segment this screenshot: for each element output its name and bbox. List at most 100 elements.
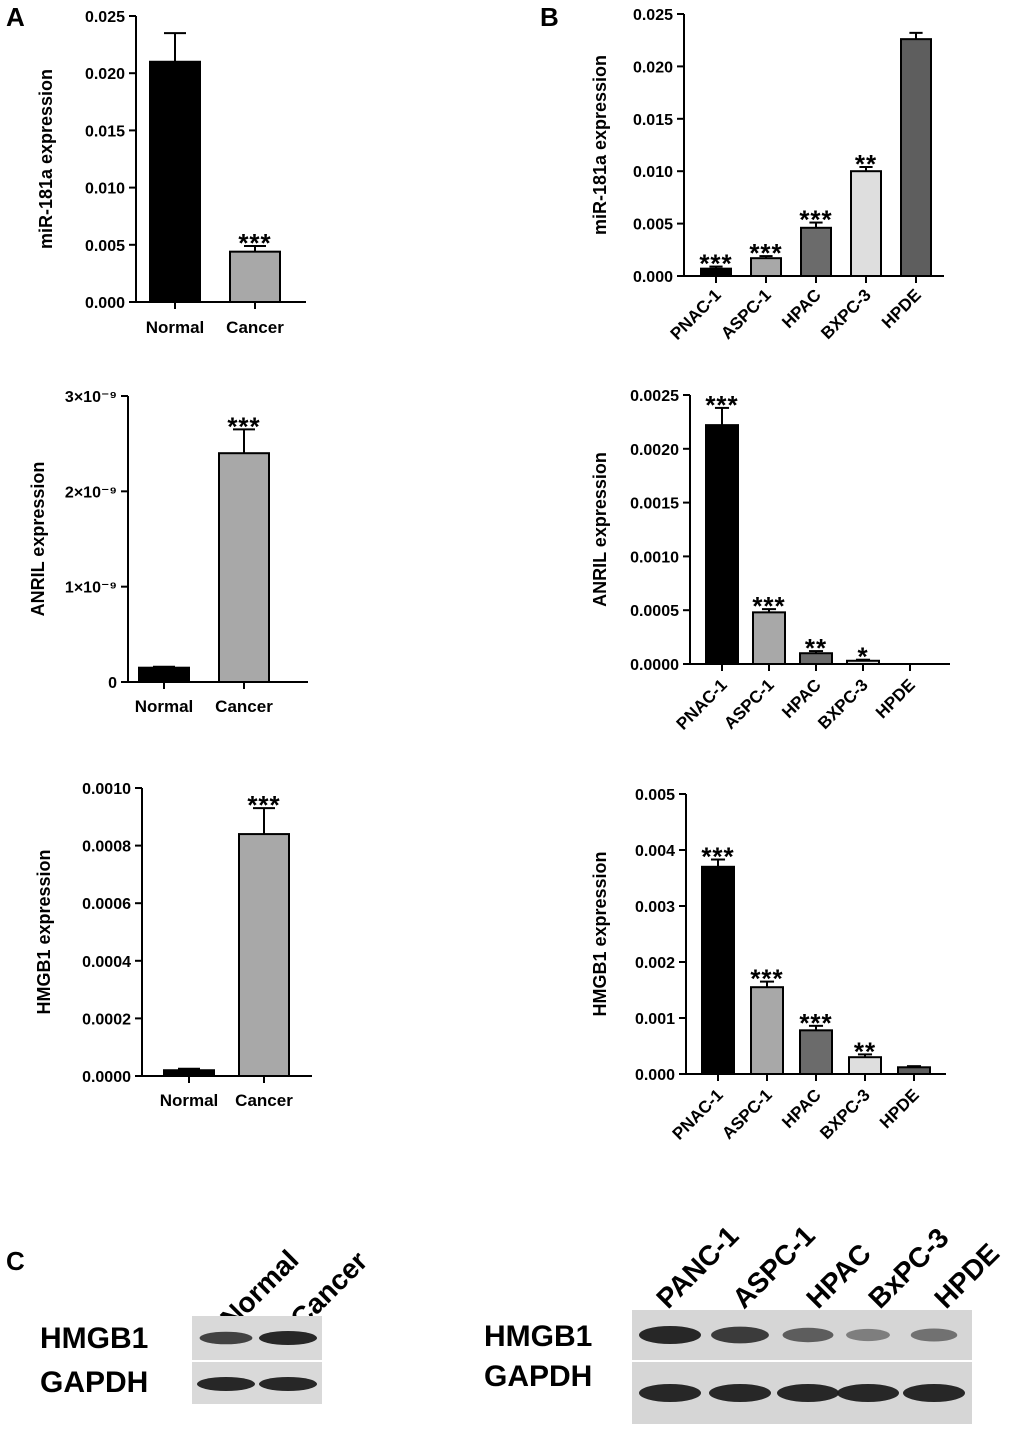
category-label: PNAC-1	[673, 675, 731, 733]
chart-a2-anril-tissue: 0 1×10⁻⁹ 2×10⁻⁹ 3×10⁻⁹ ANRIL expression Norma…	[28, 389, 308, 716]
category-label: PNAC-1	[667, 285, 725, 343]
y-tick-label: 0.003	[635, 899, 675, 916]
bar-hpde	[897, 1066, 931, 1076]
significance-marker: ***	[750, 964, 783, 994]
chart-b2-anril-cells: 0.0000 0.0005 0.0010 0.0015 0.0020 0.0025 ANRI…	[590, 388, 950, 734]
y-tick-label: 0	[108, 675, 117, 692]
y-tick-label: 0.025	[85, 9, 125, 26]
significance-marker: ***	[749, 238, 782, 268]
band-gapdh	[777, 1384, 839, 1402]
band-gapdh	[639, 1384, 701, 1402]
y-tick-label: 0.010	[633, 164, 673, 181]
significance-marker: **	[855, 149, 877, 179]
band-hmgb1	[782, 1327, 834, 1343]
significance-marker: ***	[799, 205, 832, 235]
bar-hpac	[800, 226, 832, 278]
wb-row-gapdh: GAPDH	[40, 1366, 148, 1399]
y-tick-label: 0.0000	[82, 1069, 131, 1086]
y-tick-label: 0.001	[635, 1011, 675, 1028]
y-tick-label: 0.0020	[630, 442, 679, 459]
bar-aspc-1	[750, 986, 784, 1076]
category-label: HPAC	[778, 285, 825, 332]
y-axis-label: miR-181a expression	[36, 69, 56, 249]
band-gapdh	[837, 1384, 899, 1402]
category-label: ASPC-1	[718, 1085, 776, 1143]
band-gapdh	[259, 1377, 317, 1391]
y-tick-label: 0.0002	[82, 1011, 131, 1028]
bar-cancer	[229, 250, 281, 303]
category-label: Cancer	[226, 318, 284, 337]
y-tick-label: 0.0006	[82, 896, 131, 913]
significance-marker: ***	[227, 411, 260, 441]
y-tick-label: 0.015	[633, 112, 673, 129]
band-hmgb1	[259, 1331, 317, 1345]
significance-marker: ***	[699, 249, 732, 279]
category-label: Normal	[135, 697, 194, 716]
bar-normal	[149, 60, 201, 304]
y-tick-label: 0.005	[85, 238, 125, 255]
category-label: HPDE	[872, 675, 919, 722]
category-label: HPAC	[778, 1085, 825, 1132]
y-tick-label: 0.005	[635, 787, 675, 804]
bar-bxpc-3	[850, 170, 882, 277]
western-blot-tissue: Normal Cancer HMGB1 GAPDH	[40, 1244, 373, 1404]
panel-label-b: B	[540, 2, 559, 32]
panel-label-c: C	[6, 1246, 25, 1276]
y-tick-label: 0.0005	[630, 603, 679, 620]
category-label: BXPC-3	[814, 675, 872, 733]
y-tick-label: 0.0004	[82, 954, 131, 971]
western-blot-cell-lines: PANC-1 ASPC-1 HPAC BxPC-3 HPDE HMGB1 GAP…	[484, 1220, 1005, 1424]
y-tick-label: 0.0010	[82, 781, 131, 798]
category-label: HPDE	[878, 285, 925, 332]
y-axis-label: ANRIL expression	[590, 452, 610, 607]
y-axis-label: HMGB1 expression	[590, 851, 610, 1016]
y-tick-label: 0.004	[635, 843, 675, 860]
significance-marker: ***	[752, 591, 785, 621]
y-tick-label: 1×10⁻⁹	[65, 580, 117, 597]
band-hmgb1	[639, 1326, 701, 1344]
category-label: BXPC-3	[817, 285, 875, 343]
significance-marker: ***	[799, 1008, 832, 1038]
band-gapdh	[197, 1377, 255, 1391]
significance-marker: **	[805, 633, 827, 663]
category-label: PNAC-1	[669, 1085, 727, 1143]
category-label: BXPC-3	[816, 1085, 874, 1143]
category-label: Normal	[160, 1091, 219, 1110]
y-tick-label: 0.0000	[630, 657, 679, 674]
wb-row-gapdh: GAPDH	[484, 1360, 592, 1393]
wb-row-hmgb1: HMGB1	[40, 1322, 148, 1355]
bar-cancer	[238, 833, 290, 1078]
y-tick-label: 0.000	[85, 295, 125, 312]
band-hmgb1	[199, 1331, 253, 1345]
chart-b3-hmgb1-cells: 0.000 0.001 0.002 0.003 0.004 0.005 HMGB1 expr…	[590, 787, 946, 1144]
chart-a3-hmgb1-tissue: 0.0000 0.0002 0.0004 0.0006 0.0008 0.0010 HMGB…	[34, 781, 312, 1110]
bar-hpde	[900, 38, 932, 278]
y-tick-label: 0.015	[85, 123, 125, 140]
y-axis-label: ANRIL expression	[28, 462, 48, 617]
band-hmgb1	[846, 1328, 890, 1342]
band-gapdh	[903, 1384, 965, 1402]
y-tick-label: 2×10⁻⁹	[65, 484, 117, 501]
bar-normal	[138, 666, 190, 684]
bar-pnac-1	[701, 865, 735, 1075]
panel-label-a: A	[6, 2, 25, 32]
y-axis-label: HMGB1 expression	[34, 849, 54, 1014]
y-axis-label: miR-181a expression	[590, 55, 610, 235]
significance-marker: *	[857, 642, 868, 672]
significance-marker: ***	[701, 842, 734, 872]
y-tick-label: 0.000	[633, 269, 673, 286]
category-label: Cancer	[215, 697, 273, 716]
y-tick-label: 0.020	[633, 59, 673, 76]
category-label: ASPC-1	[717, 285, 775, 343]
y-tick-label: 0.0015	[630, 496, 679, 513]
bar-normal	[163, 1069, 215, 1077]
bar-pnac-1	[705, 424, 739, 665]
band-hmgb1	[711, 1326, 769, 1344]
significance-marker: ***	[705, 390, 738, 420]
wb-lane-panc1: PANC-1	[650, 1220, 744, 1314]
y-tick-label: 0.0025	[630, 388, 679, 405]
category-label: Normal	[146, 318, 205, 337]
wb-row-hmgb1: HMGB1	[484, 1320, 592, 1353]
y-tick-label: 0.0010	[630, 549, 679, 566]
significance-marker: ***	[238, 228, 271, 258]
